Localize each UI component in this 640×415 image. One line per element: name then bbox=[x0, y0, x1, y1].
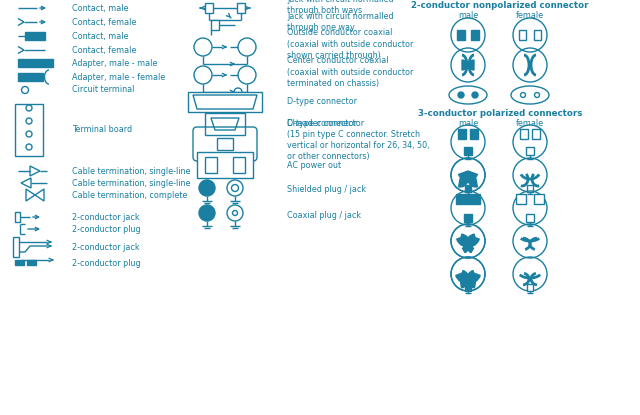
Wedge shape bbox=[469, 60, 474, 70]
Bar bbox=[527, 185, 533, 192]
Bar bbox=[516, 194, 526, 204]
Bar bbox=[205, 3, 213, 13]
Bar bbox=[465, 284, 471, 291]
Text: Contact, male: Contact, male bbox=[72, 32, 129, 41]
Text: 2-conductor jack: 2-conductor jack bbox=[72, 242, 140, 251]
Bar bbox=[188, 92, 262, 112]
Text: male: male bbox=[458, 12, 478, 20]
Text: Jack with circuit normalled
through both ways: Jack with circuit normalled through both… bbox=[287, 0, 394, 15]
Bar bbox=[532, 129, 540, 139]
Text: Jack with circuit normalled
through one way: Jack with circuit normalled through one … bbox=[287, 12, 394, 32]
Text: Outside conductor coaxial
(coaxial with outside conductor
shown carried through): Outside conductor coaxial (coaxial with … bbox=[287, 28, 413, 60]
Text: D-type connector: D-type connector bbox=[287, 120, 357, 129]
Bar bbox=[519, 30, 526, 40]
Text: AC power out: AC power out bbox=[287, 161, 341, 169]
Circle shape bbox=[472, 92, 478, 98]
Bar bbox=[456, 194, 480, 204]
Text: Terminal board: Terminal board bbox=[72, 125, 132, 134]
Wedge shape bbox=[468, 173, 477, 187]
Bar bbox=[15, 260, 24, 265]
Wedge shape bbox=[459, 173, 468, 187]
Bar bbox=[27, 260, 36, 265]
Text: female: female bbox=[516, 12, 544, 20]
Bar bbox=[527, 284, 533, 291]
Text: Shielded plug / jack: Shielded plug / jack bbox=[287, 186, 366, 195]
Text: 2-conductor jack: 2-conductor jack bbox=[72, 212, 140, 222]
Wedge shape bbox=[467, 271, 476, 288]
Wedge shape bbox=[461, 234, 470, 253]
Text: 2-conductor plug: 2-conductor plug bbox=[72, 225, 141, 234]
Wedge shape bbox=[457, 237, 479, 247]
Bar bbox=[526, 214, 534, 222]
Circle shape bbox=[204, 210, 210, 216]
Bar bbox=[464, 214, 472, 222]
Bar bbox=[211, 20, 219, 30]
Bar bbox=[470, 129, 478, 139]
Wedge shape bbox=[459, 171, 477, 181]
Circle shape bbox=[199, 180, 215, 196]
Bar bbox=[205, 113, 245, 135]
Bar bbox=[520, 129, 528, 139]
Text: Circuit terminal: Circuit terminal bbox=[72, 85, 134, 95]
Bar bbox=[197, 152, 253, 178]
Wedge shape bbox=[461, 271, 469, 288]
Bar bbox=[237, 3, 245, 13]
Text: Cheader connector
(15 pin type C connector. Stretch
vertical or horizontal for 2: Cheader connector (15 pin type C connect… bbox=[287, 119, 429, 161]
Wedge shape bbox=[466, 234, 475, 253]
Bar bbox=[458, 129, 466, 139]
Text: Cable termination, single-line: Cable termination, single-line bbox=[72, 178, 191, 188]
Text: 2-conductor plug: 2-conductor plug bbox=[72, 259, 141, 268]
Text: D-type connector: D-type connector bbox=[287, 98, 357, 107]
Circle shape bbox=[199, 205, 215, 221]
Bar bbox=[465, 185, 471, 192]
Bar bbox=[15, 104, 43, 156]
Bar bbox=[18, 59, 53, 67]
Bar bbox=[25, 32, 45, 40]
Bar bbox=[464, 147, 472, 155]
Text: Center conductor coaxial
(coaxial with outside conductor
terminated on chassis): Center conductor coaxial (coaxial with o… bbox=[287, 56, 413, 88]
Bar bbox=[205, 157, 217, 173]
Text: Contact, male: Contact, male bbox=[72, 3, 129, 12]
Bar bbox=[217, 138, 233, 150]
Bar bbox=[534, 194, 544, 204]
Text: 2-conductor nonpolarized connector: 2-conductor nonpolarized connector bbox=[412, 0, 589, 10]
Bar bbox=[526, 147, 534, 155]
Text: Coaxial plug / jack: Coaxial plug / jack bbox=[287, 210, 361, 220]
Bar bbox=[534, 30, 541, 40]
Text: Contact, female: Contact, female bbox=[72, 17, 136, 27]
Bar bbox=[18, 73, 43, 81]
Bar bbox=[233, 157, 245, 173]
Circle shape bbox=[458, 92, 464, 98]
Bar bbox=[457, 30, 465, 40]
Text: Cable termination, single-line: Cable termination, single-line bbox=[72, 166, 191, 176]
Wedge shape bbox=[456, 273, 480, 284]
Text: Adapter, male - male: Adapter, male - male bbox=[72, 59, 157, 68]
Text: Cable termination, complete: Cable termination, complete bbox=[72, 190, 188, 200]
Text: Adapter, male - female: Adapter, male - female bbox=[72, 73, 165, 81]
Text: female: female bbox=[516, 119, 544, 127]
Bar bbox=[471, 30, 479, 40]
Wedge shape bbox=[462, 60, 467, 70]
Text: Contact, female: Contact, female bbox=[72, 46, 136, 54]
Bar bbox=[15, 212, 20, 222]
Text: male: male bbox=[458, 119, 478, 127]
Text: 3-conductor polarized connectors: 3-conductor polarized connectors bbox=[418, 108, 582, 117]
Bar bbox=[13, 237, 19, 257]
